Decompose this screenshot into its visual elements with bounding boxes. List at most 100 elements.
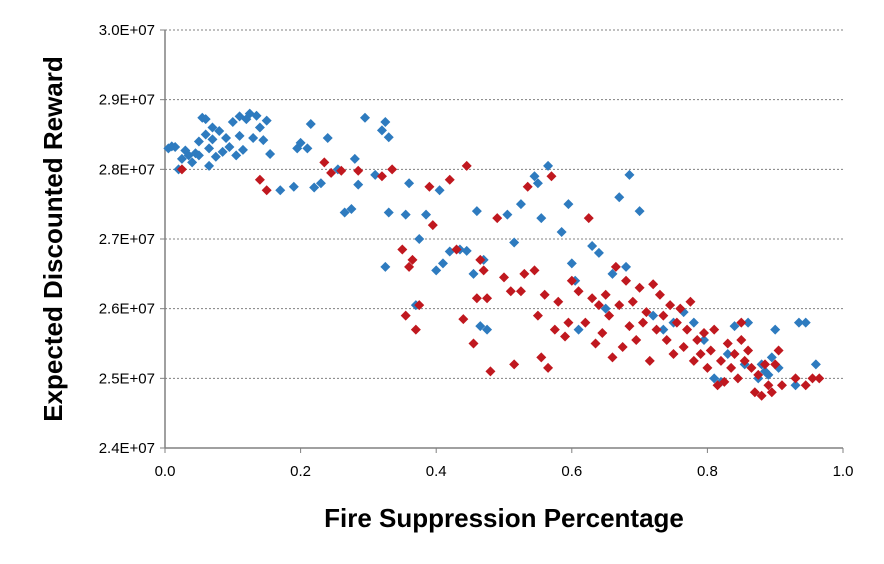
blue-data-point	[193, 150, 204, 161]
y-axis-title: Expected Discounted Reward	[38, 56, 68, 422]
blue-data-point	[360, 112, 371, 123]
blue-data-point	[437, 258, 448, 269]
red-data-point	[736, 335, 747, 346]
red-data-point	[634, 282, 645, 293]
blue-data-point	[502, 209, 513, 220]
red-data-point	[699, 328, 710, 339]
blue-data-point	[217, 146, 228, 157]
blue-data-point	[593, 247, 604, 258]
blue-data-point	[370, 169, 381, 180]
blue-data-point	[532, 178, 543, 189]
blue-data-point	[770, 324, 781, 335]
red-data-point	[729, 348, 740, 359]
blue-data-point	[729, 321, 740, 332]
red-data-point	[566, 275, 577, 286]
red-data-point	[800, 380, 811, 391]
blue-data-point	[193, 136, 204, 147]
blue-data-point	[468, 268, 479, 279]
red-data-point	[593, 300, 604, 311]
y-tick-label: 3.0E+07	[99, 22, 155, 39]
blue-data-point	[624, 169, 635, 180]
blue-data-point	[380, 116, 391, 127]
blue-data-point	[709, 373, 720, 384]
red-data-point	[482, 293, 493, 304]
x-axis-title: Fire Suppression Percentage	[324, 503, 684, 533]
red-data-point	[651, 324, 662, 335]
blue-data-point	[573, 324, 584, 335]
blue-data-point	[509, 237, 520, 248]
blue-data-point	[607, 268, 618, 279]
red-data-point	[553, 296, 564, 307]
red-data-point	[668, 348, 679, 359]
red-data-point	[624, 321, 635, 332]
red-data-point	[776, 380, 787, 391]
red-data-point	[176, 164, 187, 175]
red-data-point	[726, 362, 737, 373]
y-tick-label: 2.9E+07	[99, 92, 155, 109]
blue-data-point	[346, 204, 357, 215]
red-data-point	[546, 171, 557, 182]
blue-data-point	[471, 206, 482, 217]
red-data-point	[746, 362, 757, 373]
blue-data-point	[434, 185, 445, 196]
red-data-point	[678, 341, 689, 352]
red-data-point	[692, 335, 703, 346]
red-data-point	[732, 373, 743, 384]
red-data-point	[685, 296, 696, 307]
blue-data-point	[566, 258, 577, 269]
blue-data-point	[766, 352, 777, 363]
red-data-point	[407, 254, 418, 265]
red-data-point	[461, 160, 472, 171]
blue-data-point	[288, 181, 299, 192]
red-data-point	[404, 261, 415, 272]
red-data-point	[573, 286, 584, 297]
blue-data-point	[482, 324, 493, 335]
red-data-point	[719, 376, 730, 387]
blue-data-point	[383, 207, 394, 218]
blue-data-point	[261, 115, 272, 126]
x-tick-label: 0.0	[155, 463, 176, 480]
red-data-point	[763, 380, 774, 391]
red-data-point	[709, 324, 720, 335]
blue-data-point	[614, 192, 625, 203]
blue-data-point	[221, 132, 232, 143]
blue-data-point	[722, 348, 733, 359]
red-data-point	[519, 268, 530, 279]
red-data-point	[560, 331, 571, 342]
blue-data-point	[810, 359, 821, 370]
red-data-point	[509, 359, 520, 370]
red-data-point	[492, 213, 503, 224]
blue-data-point	[275, 185, 286, 196]
red-data-point	[451, 244, 462, 255]
red-data-point	[410, 324, 421, 335]
blue-data-point	[187, 157, 198, 168]
x-tick-label: 0.8	[697, 463, 718, 480]
red-data-point	[326, 167, 337, 178]
red-data-point	[485, 366, 496, 377]
red-data-point	[414, 300, 425, 311]
red-data-point	[715, 355, 726, 366]
red-data-point	[614, 300, 625, 311]
red-data-point	[353, 165, 364, 176]
red-data-point	[770, 359, 781, 370]
blue-data-point	[207, 134, 218, 145]
red-data-point	[760, 359, 771, 370]
blue-data-point	[658, 324, 669, 335]
red-data-point	[688, 355, 699, 366]
blue-data-point	[302, 143, 313, 154]
blue-data-point	[204, 160, 215, 171]
y-tick-label: 2.4E+07	[99, 440, 155, 457]
red-data-point	[790, 373, 801, 384]
blue-data-point	[265, 149, 276, 160]
red-data-point	[590, 338, 601, 349]
red-data-point	[627, 296, 638, 307]
blue-data-point	[743, 317, 754, 328]
blue-data-point	[461, 245, 472, 256]
red-data-point	[261, 185, 272, 196]
blue-data-point	[204, 143, 215, 154]
blue-data-point	[322, 132, 333, 143]
blue-data-point	[699, 335, 710, 346]
red-data-point	[621, 275, 632, 286]
y-tick-label: 2.8E+07	[99, 161, 155, 178]
